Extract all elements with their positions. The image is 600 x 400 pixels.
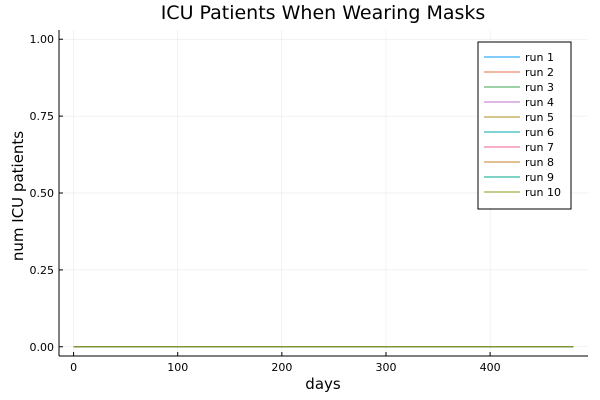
x-axis-label: days: [305, 375, 341, 393]
legend-label: run 1: [525, 51, 554, 64]
legend-box: [477, 41, 572, 210]
chart-title: ICU Patients When Wearing Masks: [161, 2, 486, 24]
y-tick-label: 0.25: [30, 264, 55, 277]
x-tick-label: 400: [480, 361, 501, 374]
legend-label: run 8: [525, 156, 554, 169]
y-axis-label: num ICU patients: [9, 131, 27, 261]
x-tick-label: 300: [375, 361, 396, 374]
legend-label: run 10: [525, 186, 561, 199]
y-tick-label: 1.00: [30, 33, 55, 46]
y-tick-label: 0.50: [30, 187, 55, 200]
legend-label: run 2: [525, 66, 554, 79]
x-tick-label: 100: [167, 361, 188, 374]
legend-label: run 7: [525, 141, 554, 154]
legend: run 1 run 2 run 3 run 4 run 5 run 6 run 7 run 8…: [477, 41, 572, 210]
legend-label: run 6: [525, 126, 554, 139]
axes: 0 100 200 300 400 0.00 0.25 0.50 0.75 1.00: [30, 30, 588, 374]
legend-label: run 9: [525, 171, 554, 184]
legend-label: run 4: [525, 96, 554, 109]
x-tick-label: 200: [271, 361, 292, 374]
legend-label: run 3: [525, 81, 554, 94]
x-tick-label: 0: [70, 361, 77, 374]
y-tick-label: 0.75: [30, 110, 55, 123]
legend-label: run 5: [525, 111, 554, 124]
y-tick-label: 0.00: [30, 341, 55, 354]
